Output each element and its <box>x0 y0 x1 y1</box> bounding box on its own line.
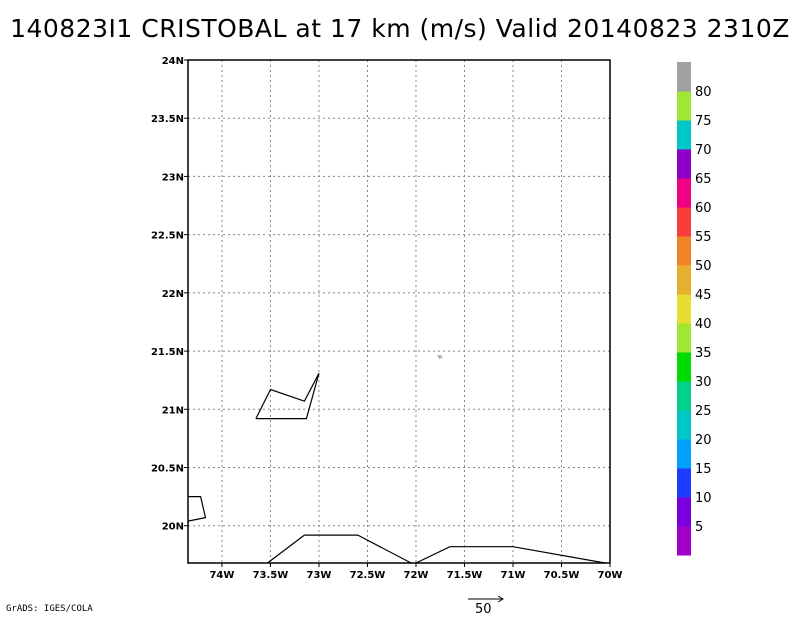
y-axis-ticks: 20N 20.5N 21N 21.5N 22N 22.5N 23N 23.5N 24N <box>151 56 188 533</box>
x-tick-label: 70.5W <box>544 570 580 581</box>
x-tick-label: 73.5W <box>253 570 289 581</box>
coastline <box>255 372 320 420</box>
x-tick-label: 70W <box>598 570 623 581</box>
coastline <box>267 534 412 564</box>
x-axis-ticks: 74W 73.5W 73W 72.5W 72W 71.5W 71W 70.5W 70W <box>209 563 622 581</box>
colorbar-segment <box>677 497 691 527</box>
x-tick-label: 72W <box>404 570 429 581</box>
wind-vector-head <box>437 355 443 360</box>
colorbar-segment <box>677 120 691 150</box>
colorbar-segment <box>677 526 691 556</box>
colorbar-segment <box>677 91 691 121</box>
x-tick-label: 73W <box>306 570 331 581</box>
colorbar-segment <box>677 178 691 208</box>
colorbar-segment <box>677 323 691 353</box>
colorbar-label: 20 <box>695 433 712 448</box>
colorbar-label: 60 <box>695 201 712 216</box>
colorbar-segment <box>677 352 691 382</box>
colorbar-segment <box>677 381 691 411</box>
colorbar-label: 35 <box>695 346 712 361</box>
colorbar-segment <box>677 439 691 469</box>
colorbar-label: 75 <box>695 114 712 129</box>
chart-title: 140823I1 CRISTOBAL at 17 km (m/s) Valid … <box>10 14 790 43</box>
colorbar-label: 50 <box>695 259 712 274</box>
y-tick-label: 22N <box>162 289 184 300</box>
y-tick-label: 20N <box>162 522 184 533</box>
colorbar-segment <box>677 236 691 266</box>
colorbar-label: 5 <box>695 520 703 535</box>
gridlines <box>188 59 611 563</box>
grads-credit: GrADS: IGES/COLA <box>6 604 93 614</box>
plot-frame <box>187 59 611 564</box>
colorbar: 5 10 15 20 25 30 35 40 45 50 55 60 65 70 75 80 <box>677 62 712 556</box>
colorbar-label: 40 <box>695 317 712 332</box>
colorbar-label: 70 <box>695 143 712 158</box>
x-tick-label: 71.5W <box>447 570 483 581</box>
colorbar-segment <box>677 468 691 498</box>
wind-vectors <box>437 355 443 360</box>
y-tick-label: 22.5N <box>151 231 184 242</box>
y-tick-label: 20.5N <box>151 464 184 475</box>
y-tick-label: 23.5N <box>151 114 184 125</box>
colorbar-label: 55 <box>695 230 712 245</box>
y-tick-label: 21N <box>162 405 184 416</box>
y-tick-label: 21.5N <box>151 347 184 358</box>
reference-vector-arrow <box>468 595 504 603</box>
colorbar-label: 15 <box>695 462 712 477</box>
colorbar-segment <box>677 207 691 237</box>
reference-vector-label: 50 <box>475 602 492 617</box>
colorbar-label: 25 <box>695 404 712 419</box>
colorbar-segment <box>677 62 691 92</box>
coastlines <box>187 372 606 564</box>
colorbar-segment <box>677 410 691 440</box>
colorbar-label: 80 <box>695 85 712 100</box>
x-tick-label: 71W <box>501 570 526 581</box>
coastline <box>187 496 207 522</box>
colorbar-segment <box>677 265 691 295</box>
colorbar-segment <box>677 294 691 324</box>
x-tick-label: 72.5W <box>350 570 386 581</box>
colorbar-label: 65 <box>695 172 712 187</box>
y-tick-label: 23N <box>162 172 184 183</box>
colorbar-segment <box>677 149 691 179</box>
y-tick-label: 24N <box>162 56 184 67</box>
colorbar-label: 10 <box>695 491 712 506</box>
coastline <box>415 546 606 564</box>
reference-arrow-head <box>497 595 504 603</box>
x-tick-label: 74W <box>209 570 234 581</box>
colorbar-label: 45 <box>695 288 712 303</box>
colorbar-label: 30 <box>695 375 712 390</box>
wind-vector <box>437 355 443 360</box>
